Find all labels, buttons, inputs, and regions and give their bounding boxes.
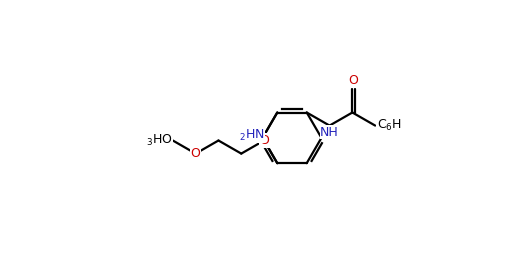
Text: O: O (259, 134, 269, 147)
Text: NH: NH (320, 126, 339, 139)
Text: C$_6$H: C$_6$H (377, 118, 402, 133)
Text: $_2$HN: $_2$HN (238, 128, 264, 143)
Text: $_3$HO: $_3$HO (146, 133, 173, 148)
Text: O: O (191, 147, 201, 160)
Text: O: O (349, 74, 358, 87)
